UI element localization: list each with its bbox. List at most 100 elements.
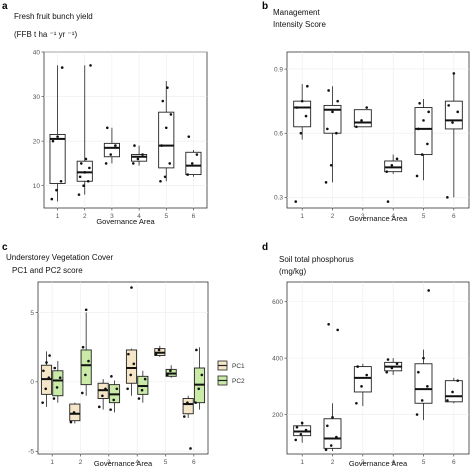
data-point (395, 362, 399, 366)
data-point (186, 401, 189, 404)
x-tick-label: 5 (164, 213, 168, 220)
box-5-2 (165, 365, 177, 378)
data-point (295, 425, 299, 429)
box-iqr (80, 349, 92, 386)
data-point (160, 144, 163, 147)
box-iqr (49, 134, 66, 184)
data-point (52, 397, 56, 400)
data-point (69, 420, 73, 424)
data-point (50, 197, 54, 201)
data-point (141, 153, 144, 156)
box-iqr (323, 418, 342, 449)
data-point (163, 175, 167, 179)
data-point (130, 286, 133, 289)
data-point (143, 377, 147, 381)
data-point (137, 397, 141, 400)
box-2 (323, 322, 342, 452)
box-iqr (52, 370, 64, 397)
data-point (447, 104, 450, 107)
data-point (336, 328, 339, 332)
data-point (355, 401, 358, 405)
data-point (157, 348, 161, 352)
data-point (355, 125, 358, 129)
data-point (59, 179, 63, 183)
box-iqr (414, 363, 433, 404)
box-iqr (293, 100, 312, 128)
data-point (417, 370, 420, 374)
box-3 (353, 363, 372, 407)
data-point (129, 373, 133, 377)
data-point (72, 411, 76, 414)
data-point (195, 153, 199, 156)
y-tick-label: 40 (33, 49, 41, 56)
box-6-1 (182, 395, 194, 450)
box-5-1 (154, 345, 166, 357)
box-iqr (353, 109, 372, 128)
data-point (104, 162, 108, 165)
data-point (136, 157, 140, 161)
x-tick-label: 4 (137, 213, 141, 220)
box-2-1 (69, 402, 81, 424)
data-point (335, 131, 338, 135)
data-point (395, 157, 399, 161)
data-point (110, 375, 113, 378)
data-point (168, 162, 172, 165)
box-4-2 (137, 370, 149, 403)
data-point (186, 173, 189, 176)
data-point (87, 359, 90, 363)
data-point (140, 388, 144, 392)
data-point (132, 362, 136, 366)
x-tick-label: 1 (300, 213, 304, 220)
box-iqr (414, 107, 433, 156)
data-point (104, 387, 107, 391)
data-point (79, 162, 83, 165)
x-axis-title: Governance Area (349, 214, 408, 223)
data-point (194, 401, 197, 404)
box-6 (444, 377, 463, 404)
y-tick-label: -5 (28, 449, 34, 456)
box-3-1 (97, 379, 109, 410)
box-iqr (182, 398, 194, 415)
x-tick-label: 1 (50, 459, 54, 466)
data-point (97, 405, 101, 409)
box-2-2 (80, 308, 92, 396)
x-tick-label: 2 (79, 459, 83, 466)
data-point (55, 386, 59, 389)
data-point (365, 373, 369, 377)
data-point (166, 86, 169, 89)
data-point (48, 354, 51, 357)
data-point (42, 369, 45, 373)
data-point (326, 424, 329, 428)
data-point (89, 64, 92, 67)
data-point (329, 163, 333, 167)
chart-title-line: PC1 and PC2 score (12, 266, 83, 275)
data-point (299, 432, 303, 436)
box-6 (444, 72, 463, 199)
data-point (415, 413, 419, 416)
data-point (386, 200, 390, 203)
data-point (45, 361, 48, 364)
data-point (114, 144, 117, 147)
legend-label: PC2 (232, 378, 245, 385)
data-point (335, 435, 338, 439)
x-tick-label: 3 (361, 213, 365, 220)
data-point (154, 352, 158, 356)
y-tick-label: 0.3 (274, 195, 283, 202)
data-point (84, 157, 88, 161)
data-point (169, 113, 173, 116)
panel-letter: c (2, 242, 8, 253)
x-tick-label: 2 (331, 213, 335, 220)
data-point (386, 358, 390, 361)
y-tick-label: 20 (33, 138, 41, 145)
box-6 (185, 135, 202, 177)
data-point (426, 142, 429, 146)
data-point (327, 322, 330, 326)
data-point (80, 391, 84, 395)
y-tick-label: 400 (272, 355, 283, 362)
chart-title-line: Soil total phosphorus (279, 255, 354, 264)
x-axis-title: Governance Area (96, 217, 155, 226)
x-axis-title: Governance Area (94, 459, 153, 468)
x-tick-label: 2 (83, 213, 87, 220)
x-tick-label: 2 (331, 459, 335, 466)
data-point (187, 135, 191, 138)
